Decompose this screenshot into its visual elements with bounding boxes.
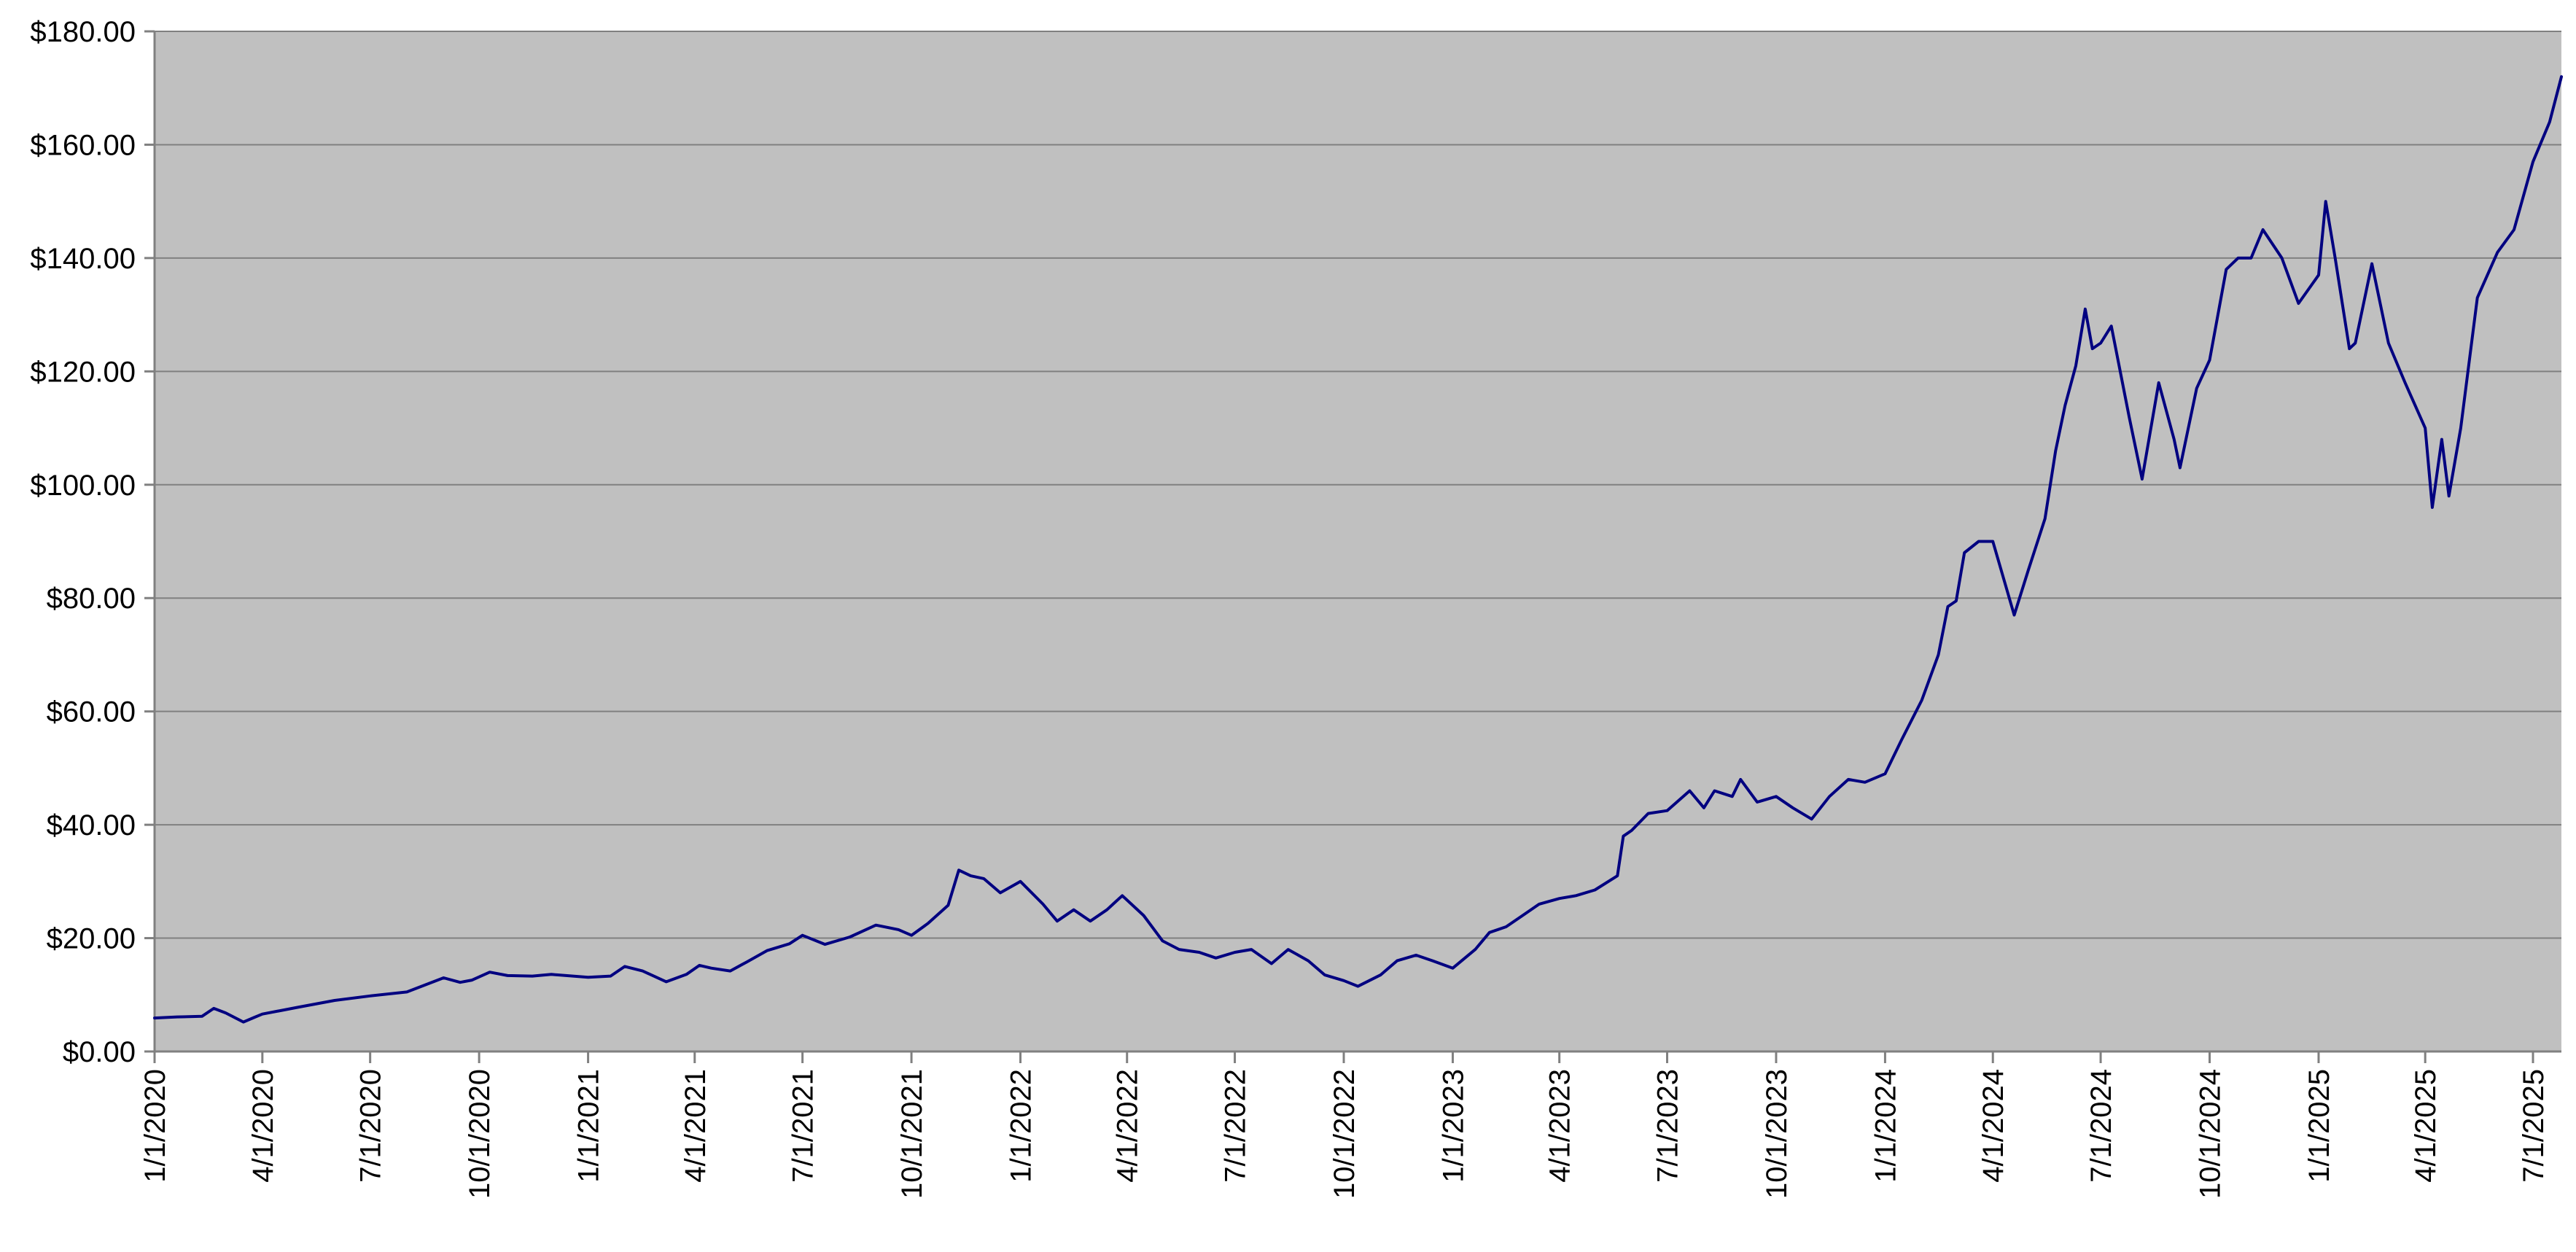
x-axis-tick-labels: 1/1/2020 4/1/2020 7/1/2020 10/1/2020 1/1/202… <box>139 1069 2550 1199</box>
price-series-line <box>153 75 2563 1024</box>
y-tick-label: $80.00 <box>47 583 136 615</box>
x-tick-label: 1/1/2022 <box>1005 1069 1038 1183</box>
x-tick-label: 10/1/2021 <box>896 1069 928 1199</box>
x-tick-label: 7/1/2022 <box>1220 1069 1252 1183</box>
x-tick-label: 1/1/2025 <box>2303 1069 2335 1183</box>
x-tick-label: 7/1/2025 <box>2518 1069 2550 1183</box>
x-tick-label: 1/1/2021 <box>573 1069 605 1183</box>
x-tick-label: 10/1/2022 <box>1328 1069 1361 1199</box>
y-axis-tick-labels: $0.00 $20.00 $40.00 $60.00 $80.00 $100.00 $120… <box>30 16 136 1068</box>
y-tick-label: $20.00 <box>47 923 136 955</box>
x-tick-label: 1/1/2023 <box>1437 1069 1469 1183</box>
x-tick-label: 7/1/2020 <box>355 1069 387 1183</box>
y-tick-label: $40.00 <box>47 809 136 841</box>
y-tick-label: $100.00 <box>30 470 136 502</box>
x-tick-label: 7/1/2021 <box>787 1069 820 1183</box>
x-tick-label: 10/1/2024 <box>2195 1069 2227 1199</box>
y-tick-label: $140.00 <box>30 243 136 275</box>
axes <box>144 30 2561 1063</box>
y-tick-label: $0.00 <box>63 1036 136 1068</box>
x-tick-label: 4/1/2024 <box>1977 1069 2009 1183</box>
y-tick-label: $180.00 <box>30 16 136 48</box>
x-tick-label: 1/1/2024 <box>1869 1069 1902 1183</box>
x-tick-label: 4/1/2021 <box>680 1069 712 1183</box>
plot-area <box>155 31 2561 1051</box>
x-tick-label: 4/1/2020 <box>247 1069 279 1183</box>
x-tick-label: 7/1/2023 <box>1651 1069 1684 1183</box>
x-tick-label: 4/1/2025 <box>2410 1069 2442 1183</box>
y-tick-label: $120.00 <box>30 356 136 388</box>
x-tick-label: 1/1/2020 <box>139 1069 171 1183</box>
x-tick-label: 4/1/2022 <box>1112 1069 1144 1183</box>
x-tick-label: 10/1/2020 <box>464 1069 496 1199</box>
x-tick-label: 10/1/2023 <box>1761 1069 1793 1199</box>
x-tick-label: 7/1/2024 <box>2085 1069 2117 1183</box>
x-tick-label: 4/1/2023 <box>1544 1069 1576 1183</box>
gridlines <box>155 31 2561 939</box>
y-tick-label: $160.00 <box>30 129 136 161</box>
series-layer <box>153 75 2563 1024</box>
y-tick-label: $60.00 <box>47 696 136 728</box>
